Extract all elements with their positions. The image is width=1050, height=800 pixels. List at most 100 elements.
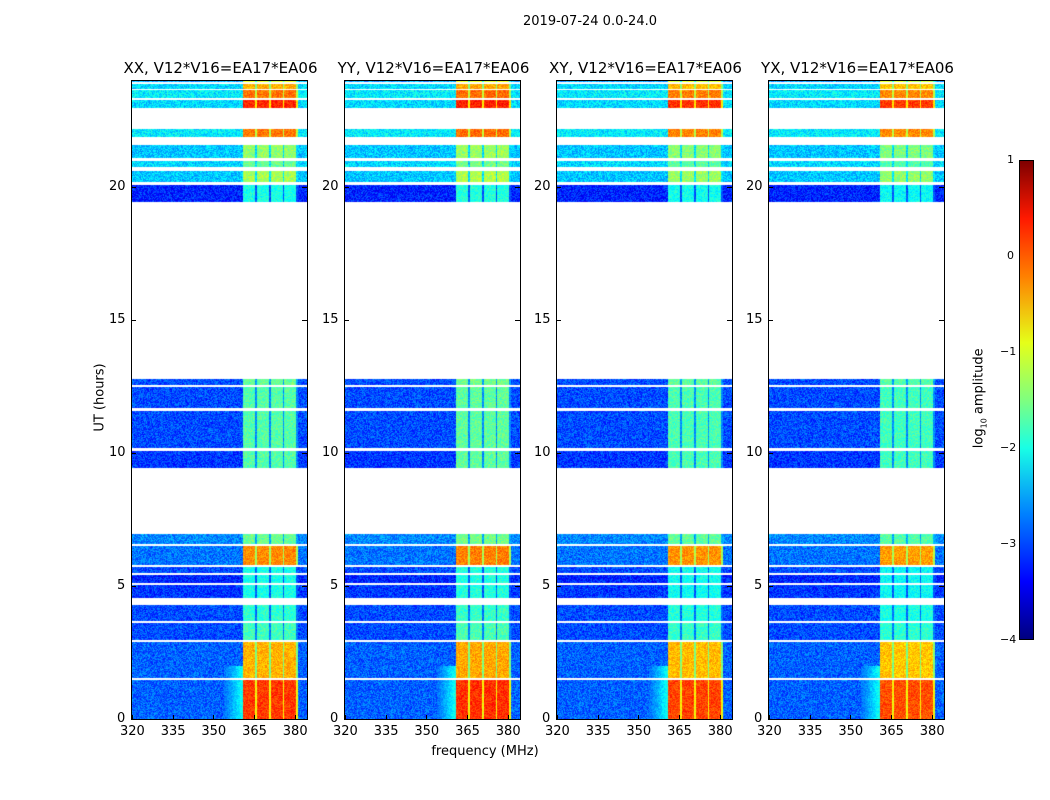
colorbar-label: log10 amplitude (971, 348, 989, 449)
y-tick-label: 5 (330, 578, 339, 594)
x-tick-mark (294, 715, 296, 720)
x-tick-label: 350 (414, 724, 440, 739)
y-tick-mark (939, 586, 944, 588)
x-tick-label: 365 (455, 724, 480, 739)
x-tick-mark (809, 715, 811, 720)
x-tick-label: 335 (373, 724, 399, 739)
y-tick-label: 15 (322, 312, 339, 328)
y-tick-label: 0 (117, 711, 126, 726)
x-tick-mark (931, 715, 933, 720)
x-tick-mark (638, 715, 640, 720)
y-tick-mark (768, 586, 773, 588)
x-tick-label: 335 (585, 724, 611, 739)
y-tick-label: 10 (746, 445, 763, 461)
x-tick-label: 365 (242, 724, 267, 739)
y-tick-label: 15 (746, 312, 763, 328)
x-tick-label: 320 (757, 724, 782, 739)
y-tick-mark (344, 320, 349, 322)
y-tick-label: 15 (534, 312, 551, 328)
y-tick-mark (515, 586, 520, 588)
y-tick-mark (939, 453, 944, 455)
x-tick-label: 365 (879, 724, 904, 739)
x-tick-mark (254, 715, 256, 720)
x-tick-mark (850, 715, 852, 720)
x-tick-mark (769, 715, 770, 720)
x-tick-mark (679, 715, 681, 720)
x-tick-mark (719, 715, 721, 720)
x-tick-label: 380 (919, 724, 945, 739)
y-tick-mark (131, 320, 136, 322)
panel-title: YX, V12*V16=EA17*EA06 (761, 59, 954, 77)
heatmap-panel-4: YX, V12*V16=EA17*EA06 (761, 59, 954, 720)
y-tick-mark (768, 719, 773, 720)
y-tick-mark (131, 586, 136, 588)
y-tick-mark (556, 453, 561, 455)
y-tick-label: 15 (109, 312, 126, 328)
y-axis-label: UT (hours) (92, 363, 108, 432)
colorbar (1019, 160, 1034, 640)
y-tick-label: 10 (534, 445, 551, 461)
y-tick-mark (131, 453, 136, 455)
heatmap-image (769, 81, 944, 719)
y-tick-mark (556, 586, 561, 588)
y-tick-label: 5 (754, 578, 763, 594)
colorbar-tick-label: −1 (1000, 345, 1017, 358)
panel-title: YY, V12*V16=EA17*EA06 (337, 59, 530, 77)
y-tick-mark (515, 320, 520, 322)
y-tick-label: 20 (109, 179, 126, 195)
y-tick-label: 20 (534, 179, 551, 195)
colorbar-tick-label: −2 (1000, 441, 1017, 454)
x-tick-mark (891, 715, 893, 720)
y-tick-mark (302, 586, 307, 588)
x-tick-label: 320 (545, 724, 570, 739)
y-tick-mark (515, 187, 520, 189)
y-tick-mark (344, 586, 349, 588)
figure-title: 2019-07-24 0.0-24.0 (523, 14, 657, 29)
x-tick-label: 365 (667, 724, 692, 739)
y-tick-label: 0 (330, 711, 339, 726)
x-tick-mark (557, 715, 558, 720)
x-tick-mark (132, 715, 133, 720)
y-tick-mark (344, 719, 349, 720)
y-tick-mark (939, 187, 944, 189)
x-tick-label: 335 (797, 724, 823, 739)
x-tick-mark (426, 715, 428, 720)
y-tick-mark (768, 187, 773, 189)
heatmap-image (132, 81, 307, 719)
heatmap-panel-2: YY, V12*V16=EA17*EA06 (338, 59, 529, 720)
y-tick-label: 0 (542, 711, 551, 726)
y-tick-mark (768, 320, 773, 322)
colorbar-tick-label: 1 (1007, 153, 1014, 166)
heatmap-panel-3: XY, V12*V16=EA17*EA06 (549, 59, 742, 720)
y-tick-mark (302, 453, 307, 455)
x-tick-label: 380 (282, 724, 308, 739)
y-tick-mark (131, 719, 136, 720)
y-tick-mark (727, 453, 732, 455)
x-axis-label: frequency (MHz) (431, 744, 539, 759)
y-tick-mark (515, 453, 520, 455)
y-tick-mark (727, 719, 732, 720)
y-tick-mark (556, 719, 561, 720)
x-tick-label: 380 (495, 724, 521, 739)
x-tick-mark (345, 715, 346, 720)
y-tick-label: 10 (322, 445, 339, 461)
y-tick-mark (131, 187, 136, 189)
x-tick-label: 350 (626, 724, 652, 739)
x-tick-label: 350 (201, 724, 227, 739)
colorbar-tick-label: 0 (1007, 249, 1014, 262)
y-tick-mark (727, 586, 732, 588)
y-tick-mark (727, 187, 732, 189)
y-tick-label: 20 (322, 179, 339, 195)
x-tick-mark (213, 715, 215, 720)
y-tick-mark (939, 719, 944, 720)
y-tick-mark (344, 187, 349, 189)
y-tick-mark (939, 320, 944, 322)
y-tick-mark (515, 719, 520, 720)
panel-title: XY, V12*V16=EA17*EA06 (549, 59, 742, 77)
heatmap-panel-1: XX, V12*V16=EA17*EA06 (123, 59, 318, 720)
x-tick-label: 380 (707, 724, 733, 739)
x-tick-label: 350 (838, 724, 864, 739)
y-tick-mark (302, 719, 307, 720)
y-tick-label: 20 (746, 179, 763, 195)
